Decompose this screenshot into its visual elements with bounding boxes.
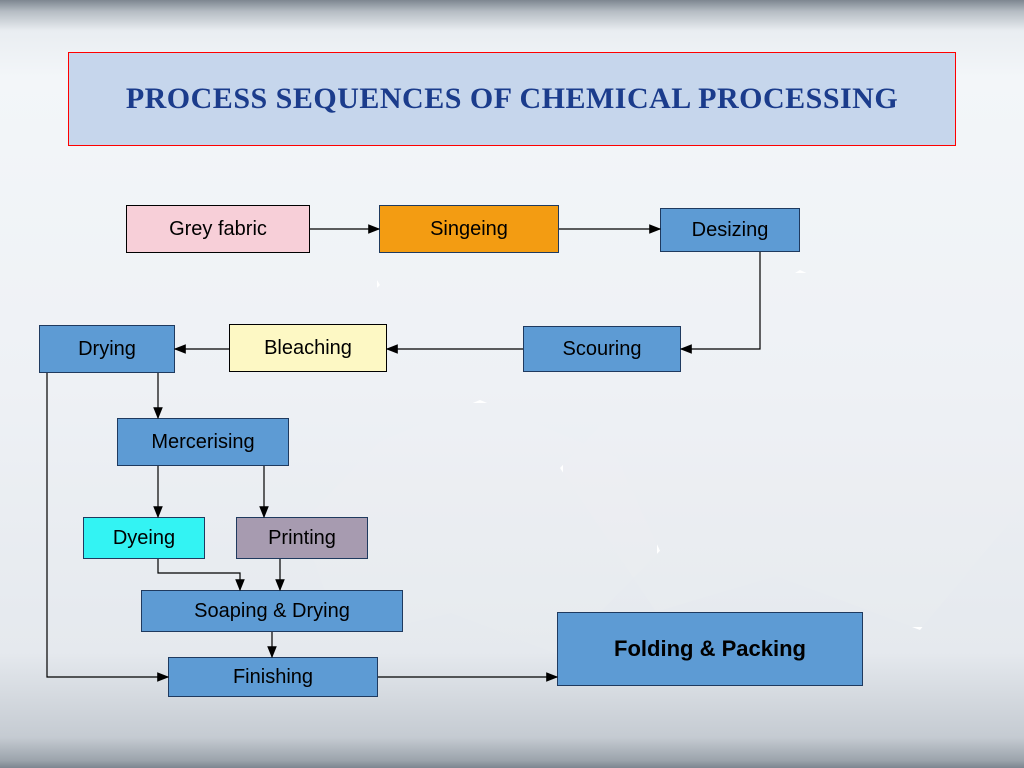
flow-node-desizing: Desizing xyxy=(660,208,800,252)
flow-edge xyxy=(158,559,240,590)
flow-node-folding: Folding & Packing xyxy=(557,612,863,686)
flow-node-label: Folding & Packing xyxy=(614,636,806,662)
flow-node-soaping: Soaping & Drying xyxy=(141,590,403,632)
page-title: PROCESS SEQUENCES OF CHEMICAL PROCESSING xyxy=(68,52,956,146)
flow-node-label: Singeing xyxy=(430,218,508,241)
flow-node-bleaching: Bleaching xyxy=(229,324,387,372)
flow-node-label: Finishing xyxy=(233,666,313,689)
flow-node-label: Bleaching xyxy=(264,337,352,360)
diagram-stage: PROCESS SEQUENCES OF CHEMICAL PROCESSING… xyxy=(0,0,1024,768)
flow-node-singeing: Singeing xyxy=(379,205,559,253)
flow-node-mercer: Mercerising xyxy=(117,418,289,466)
flow-node-label: Grey fabric xyxy=(169,218,267,241)
page-title-text: PROCESS SEQUENCES OF CHEMICAL PROCESSING xyxy=(126,80,898,118)
flow-node-finishing: Finishing xyxy=(168,657,378,697)
flow-node-label: Drying xyxy=(78,338,136,361)
flow-node-printing: Printing xyxy=(236,517,368,559)
flow-node-drying: Drying xyxy=(39,325,175,373)
flow-node-label: Desizing xyxy=(692,219,769,242)
flow-node-label: Printing xyxy=(268,527,336,550)
flow-edge xyxy=(681,252,760,349)
flow-node-label: Mercerising xyxy=(151,431,254,454)
flow-node-label: Dyeing xyxy=(113,527,175,550)
flow-node-dyeing: Dyeing xyxy=(83,517,205,559)
flow-node-scouring: Scouring xyxy=(523,326,681,372)
flow-node-grey: Grey fabric xyxy=(126,205,310,253)
flow-node-label: Soaping & Drying xyxy=(194,600,350,623)
flow-node-label: Scouring xyxy=(563,338,642,361)
